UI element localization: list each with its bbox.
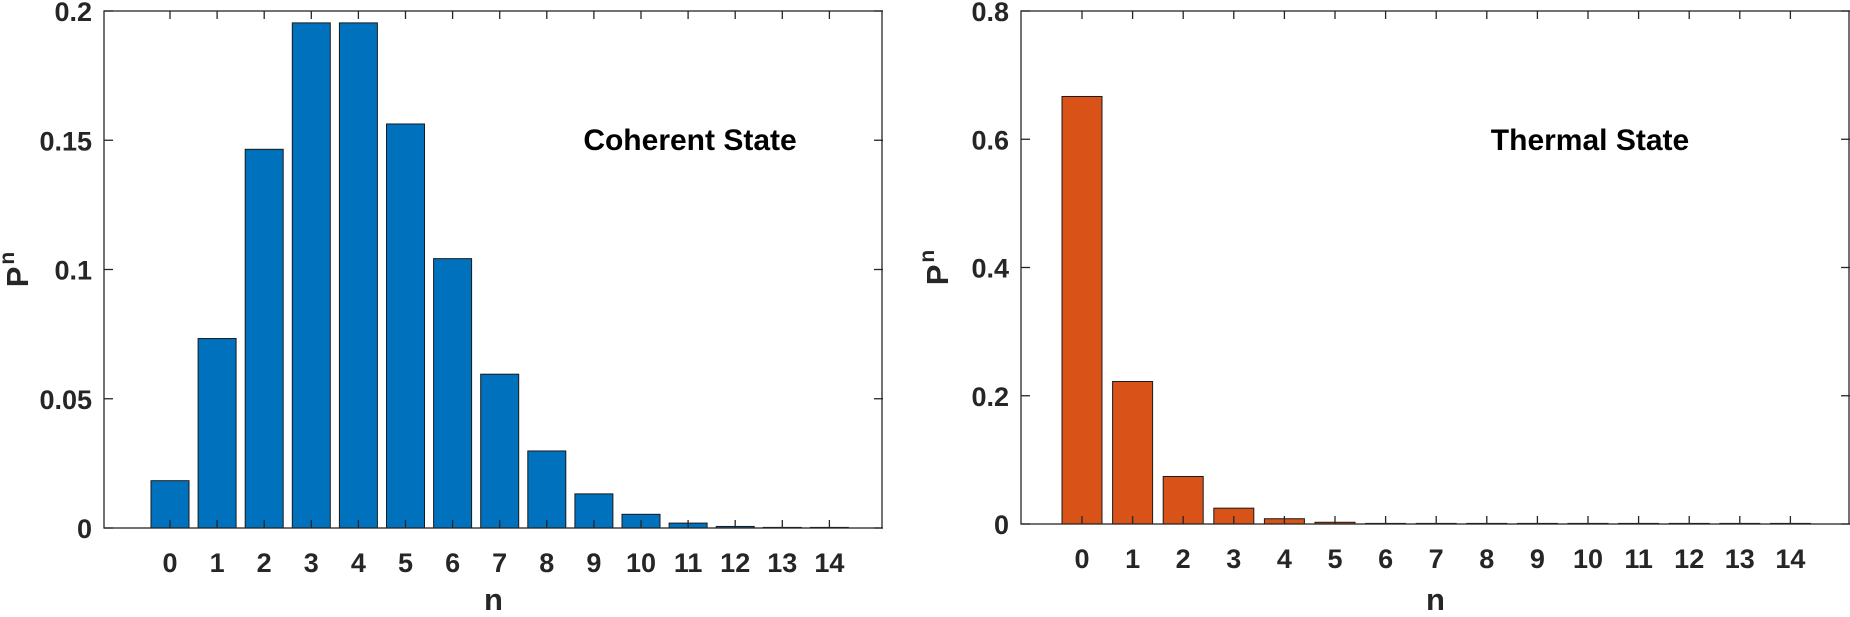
- y-tick-label: 0.4: [971, 254, 1009, 284]
- x-tick-label: 0: [1074, 544, 1089, 574]
- x-tick-label: 5: [398, 548, 413, 578]
- y-tick-label: 0.6: [971, 125, 1009, 155]
- bar-n-2: [244, 148, 284, 529]
- bar-n-6: [433, 258, 473, 529]
- x-tick-label: 4: [1277, 544, 1292, 574]
- x-tick-label: 14: [1775, 544, 1805, 574]
- axes-frame: [103, 10, 883, 529]
- x-tick-label: 1: [1125, 544, 1140, 574]
- x-tick-label: 1: [210, 548, 225, 578]
- y-tick-label: 0.1: [54, 256, 92, 286]
- x-tick-label: 7: [492, 548, 507, 578]
- x-tick-label: 6: [1378, 544, 1393, 574]
- x-tick-label: 2: [257, 548, 272, 578]
- x-tick-label: 6: [445, 548, 460, 578]
- x-tick-label: 12: [1674, 544, 1704, 574]
- y-tick-label: 0.15: [39, 126, 92, 156]
- x-tick-label: 9: [586, 548, 601, 578]
- x-tick-label: 14: [814, 548, 844, 578]
- x-axis-label: n: [484, 582, 503, 617]
- y-tick-label: 0.05: [39, 385, 92, 415]
- y-axis-label: Pn: [0, 252, 35, 288]
- bar-n-7: [480, 373, 520, 529]
- bar-n-1: [197, 338, 237, 529]
- y-axis-label: Pn: [916, 250, 955, 286]
- x-tick-label: 2: [1176, 544, 1191, 574]
- state-annotation: Thermal State: [1491, 124, 1689, 157]
- x-tick-label: 12: [720, 548, 750, 578]
- state-annotation: Coherent State: [583, 124, 796, 157]
- x-tick-label: 13: [767, 548, 797, 578]
- x-tick-label: 8: [1479, 544, 1494, 574]
- x-tick-label: 9: [1530, 544, 1545, 574]
- x-tick-label: 10: [1573, 544, 1603, 574]
- x-tick-label: 13: [1725, 544, 1755, 574]
- x-tick-label: 8: [539, 548, 554, 578]
- bar-n-0: [1061, 95, 1103, 525]
- x-tick-label: 7: [1429, 544, 1444, 574]
- bar-n-3: [291, 22, 331, 529]
- x-tick-label: 11: [674, 548, 703, 578]
- x-tick-label: 11: [1624, 544, 1653, 574]
- bar-n-4: [338, 22, 378, 529]
- y-tick-label: 0: [77, 514, 92, 544]
- y-axis-label-main: P: [0, 267, 35, 288]
- y-axis-label-main: P: [920, 265, 955, 286]
- x-tick-label: 3: [304, 548, 319, 578]
- bar-n-1: [1112, 381, 1154, 525]
- y-tick-label: 0: [994, 510, 1009, 540]
- x-tick-label: 3: [1226, 544, 1241, 574]
- y-tick-label: 0.8: [971, 0, 1009, 27]
- axes-frame: [1020, 10, 1850, 525]
- x-tick-label: 5: [1327, 544, 1342, 574]
- bar-n-8: [527, 450, 567, 529]
- x-tick-label: 0: [162, 548, 177, 578]
- x-tick-label: 10: [626, 548, 656, 578]
- thermal-state-panel: 0 1 2 3 4 5 6 7 8 9 10 11 12 13 1400.20.40.60.8nPnTher…: [916, 0, 1850, 617]
- x-tick-label: 4: [351, 548, 366, 578]
- bar-n-5: [386, 123, 425, 529]
- coherent-state-panel: 0123456789101112131400.050.10.150.2nPnCo…: [0, 0, 883, 617]
- x-axis-label: n: [1426, 582, 1445, 617]
- y-axis-label-subscript: n: [916, 250, 939, 263]
- y-axis-label-subscript: n: [0, 252, 19, 265]
- y-tick-label: 0.2: [54, 0, 92, 27]
- y-tick-label: 0.2: [971, 382, 1009, 412]
